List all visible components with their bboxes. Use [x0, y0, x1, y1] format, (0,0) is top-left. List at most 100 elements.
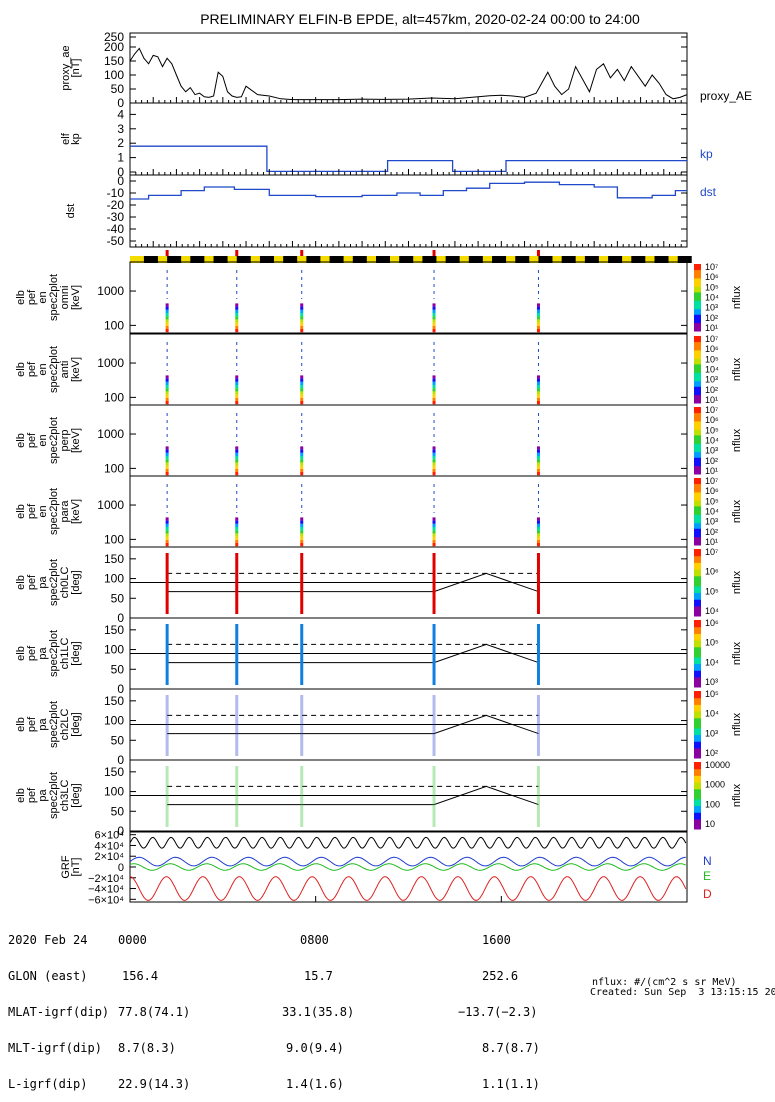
colorbar-segment	[694, 363, 701, 368]
colorbar-tick-label: 10⁴	[705, 507, 719, 517]
footer-label-l: L-igrf(dip)	[8, 1077, 88, 1091]
spectrogram-pixel	[536, 394, 540, 398]
spectrogram-pixel	[432, 319, 436, 323]
colorbar-segment	[694, 497, 701, 501]
colorbar-segment	[694, 656, 701, 661]
footer-value: 1600	[482, 933, 511, 947]
colorbar-segment	[694, 630, 701, 634]
spectrogram-pixel	[235, 517, 239, 521]
spectrogram-pixel	[432, 462, 436, 466]
colorbar-segment	[694, 480, 701, 485]
spectrogram-pixel	[432, 539, 436, 543]
y-label-line: pef	[26, 432, 38, 448]
spectrogram-pixel	[432, 449, 436, 453]
spectrogram-pixel	[165, 472, 169, 476]
y-tick-label: 250	[104, 30, 124, 44]
pa-panel: elb pef pa spec2plot ch1LC [deg]15010050010⁶1…	[15, 617, 743, 696]
y-tick-label: 100	[104, 532, 124, 546]
grf-series-total	[129, 836, 687, 849]
colorbar-segment	[694, 792, 701, 796]
spectrogram-pixel	[536, 325, 540, 329]
colorbar-segment	[694, 319, 701, 324]
pa-spectrogram-column	[432, 553, 436, 614]
colorbar-segment	[694, 772, 701, 776]
spectrogram-pixel	[536, 375, 540, 379]
colorbar-segment	[694, 788, 701, 793]
y-label-line: [nT]	[70, 59, 82, 78]
orbit-eclipse-segment	[352, 256, 367, 263]
orbit-eclipse-segment	[376, 256, 391, 263]
colorbar-segment	[694, 802, 701, 807]
spectrogram-pixel	[432, 391, 436, 395]
colorbar-segment	[694, 412, 701, 416]
spectrogram-pixel	[536, 329, 540, 333]
colorbar-segment	[694, 266, 701, 271]
spectrogram-pixel	[536, 462, 540, 466]
colorbar-segment	[694, 460, 701, 464]
colorbar-tick-label: 10	[705, 819, 715, 829]
spectrogram-pixel	[432, 316, 436, 320]
y-label-line: elf	[60, 132, 72, 145]
spectrogram-pixel	[165, 468, 169, 472]
colorbar-tick-label: 10³	[705, 446, 718, 456]
pa-spectrogram-column	[300, 766, 304, 827]
spectrogram-pixel	[536, 456, 540, 460]
colorbar-segment	[694, 694, 701, 699]
colorbar-segment	[694, 724, 701, 729]
spectrogram-pixel	[300, 449, 304, 453]
colorbar-tick-label: 10⁵	[705, 638, 719, 648]
y-tick-label: 150	[104, 552, 124, 566]
colorbar-tick-label: 10⁶	[705, 618, 719, 628]
colorbar-segment	[694, 317, 701, 321]
spectrogram-pixel	[300, 468, 304, 472]
y-label-line: dst	[65, 204, 77, 219]
colorbar-tick-label: 10³	[705, 677, 718, 687]
spectrogram-pixel	[165, 306, 169, 310]
y-label-line: [deg]	[70, 783, 82, 807]
colorbar-segment	[694, 344, 701, 348]
colorbar: 10⁶ 10⁵ 10⁴ 10³ nflux	[694, 618, 743, 688]
orbit-eclipse-segment	[561, 256, 576, 263]
y-tick-label: 100	[104, 390, 124, 404]
footer-col-0000: 0000 156.4 77.8(74.1) 8.7(8.3) 22.9(14.3…	[118, 910, 190, 1102]
spectrogram-pixel	[536, 449, 540, 453]
spectrogram-pixel	[432, 452, 436, 456]
spectrogram-pixel	[300, 462, 304, 466]
spectrogram-pixel	[165, 309, 169, 313]
spectrogram-pixel	[235, 530, 239, 534]
spectrogram-pixel	[432, 375, 436, 379]
colorbar-segment	[694, 762, 701, 766]
y-label-line: para	[59, 500, 71, 523]
spectrogram-pixel	[300, 523, 304, 527]
colorbar-tick-label: 10⁶	[705, 415, 719, 425]
y-label-line: [keV]	[70, 499, 82, 524]
spectrogram-pixel	[300, 381, 304, 385]
footer-value: 1.1(1.1)	[482, 1077, 540, 1091]
grf-y-label: GRF[nT]	[60, 855, 82, 879]
colorbar-segment	[694, 369, 701, 373]
spectrogram-pixel	[432, 520, 436, 524]
colorbar-segment	[694, 775, 701, 780]
pa-spectrogram-column	[235, 695, 239, 756]
colorbar-segment	[694, 380, 701, 384]
spectrogram-pixel	[165, 381, 169, 385]
footer-value: 0800	[300, 933, 329, 947]
colorbar-segment	[694, 795, 701, 800]
colorbar-segment	[694, 338, 701, 343]
y-tick-label: 4×10⁴	[94, 840, 124, 852]
colorbar-label: nflux	[731, 783, 743, 807]
spectrogram-pixel	[432, 381, 436, 385]
colorbar-segment	[694, 778, 701, 783]
colorbar-tick-label: 10⁵	[705, 354, 719, 364]
spectrogram-pixel	[235, 452, 239, 456]
spectrogram-pixel	[432, 322, 436, 326]
spectrogram-pixel	[235, 388, 239, 392]
ae-frame	[129, 32, 688, 104]
spectrogram-pixel	[432, 309, 436, 313]
colorbar-segment	[694, 440, 701, 444]
orbit-eclipse-segment	[422, 256, 437, 263]
spectrogram-pixel	[300, 378, 304, 382]
